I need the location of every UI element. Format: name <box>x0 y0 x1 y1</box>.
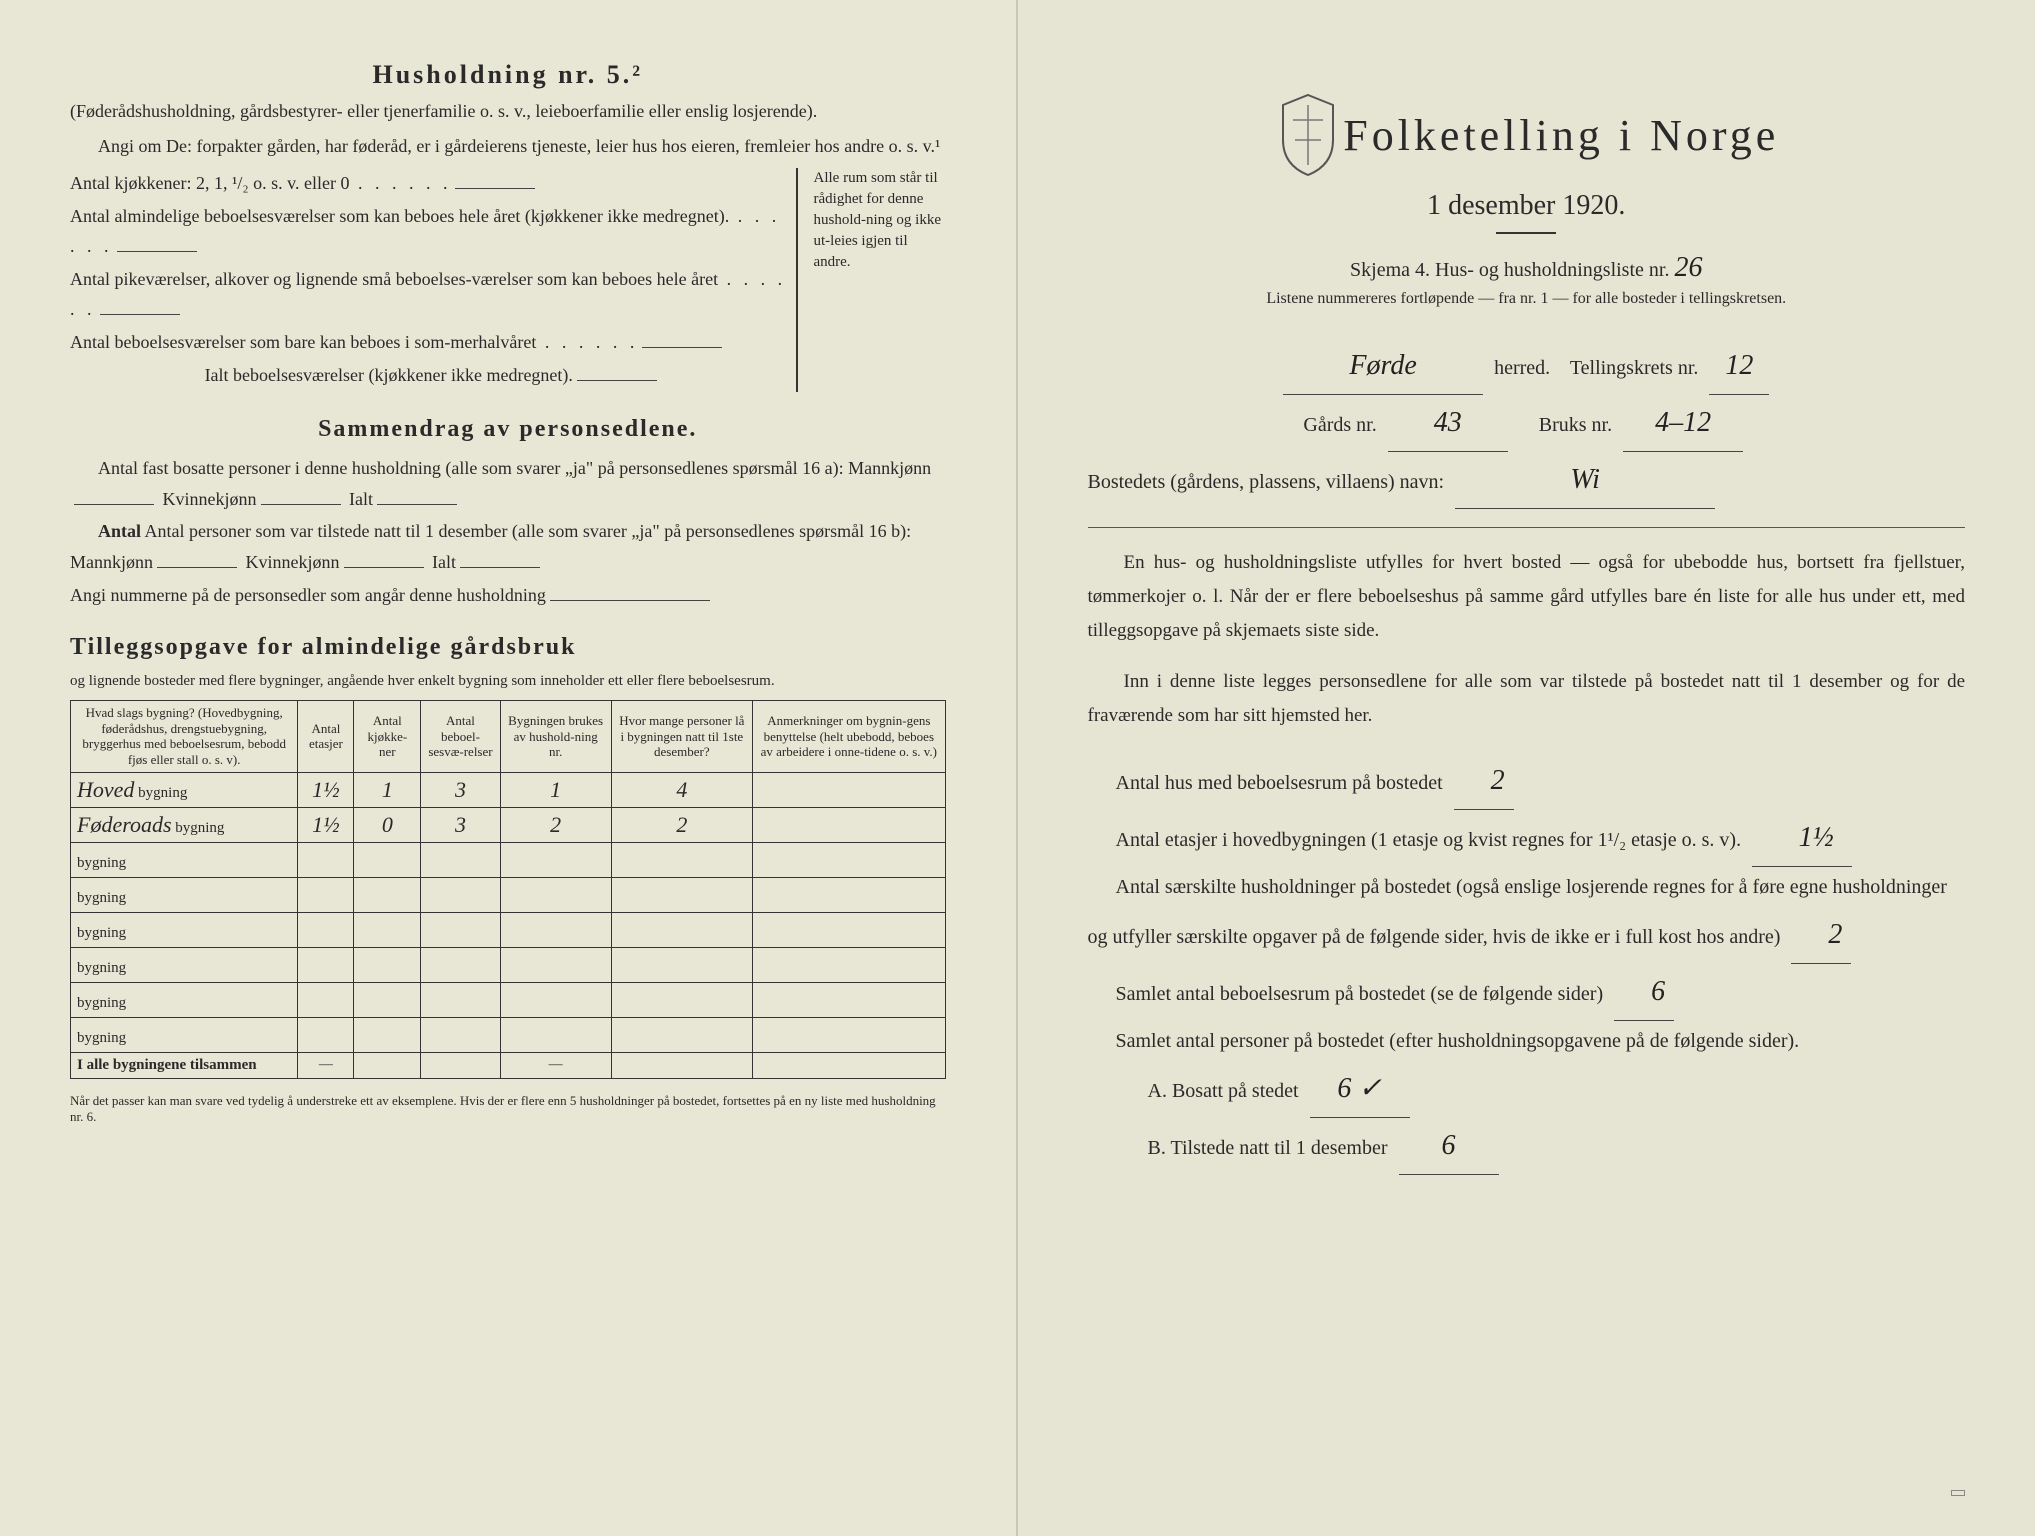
table-row: bygning <box>71 877 946 912</box>
total-dash2: — <box>500 1052 611 1078</box>
sammendrag-head: Sammendrag av personsedlene. <box>70 416 946 443</box>
table-total-row: I alle bygningene tilsammen — — <box>71 1052 946 1078</box>
bruks-value: 4–12 <box>1623 395 1743 452</box>
sammendrag-line-3: Angi nummerne på de personsedler som ang… <box>70 580 946 611</box>
main-title: Folketelling i Norge <box>1343 110 1779 161</box>
intro-angi: Angi om De: forpakter gården, har føderå… <box>70 133 946 160</box>
table-row: bygning <box>71 947 946 982</box>
th-etasjer: Antal etasjer <box>298 701 354 772</box>
qA-line: A. Bosatt på stedet 6 ✓ <box>1088 1061 1966 1118</box>
title-divider <box>1496 232 1556 234</box>
line-sommer: Antal beboelsesværelser som bare kan beb… <box>70 327 796 358</box>
printer-stamp <box>1951 1490 1965 1496</box>
sammendrag-line-2: Antal Antal personer som var tilstede na… <box>70 516 946 577</box>
coat-of-arms-icon <box>1273 90 1343 180</box>
q4-value: 6 <box>1614 964 1674 1021</box>
skjema-nr-value: 26 <box>1674 252 1702 283</box>
intro-paren: (Føderådshusholdning, gårdsbestyrer- ell… <box>70 98 946 125</box>
husholdning-heading: Husholdning nr. 5.² <box>70 60 946 90</box>
gards-line: Gårds nr. 43 Bruks nr. 4–12 <box>1088 395 1966 452</box>
q5-line: Samlet antal personer på bostedet (efter… <box>1088 1021 1966 1061</box>
left-footnote: Når det passer kan man svare ved tydelig… <box>70 1093 946 1127</box>
table-header-row: Hvad slags bygning? (Hovedbygning, føder… <box>71 701 946 772</box>
qB-value: 6 <box>1399 1118 1499 1175</box>
q3-value: 2 <box>1791 907 1851 964</box>
table-row: bygning <box>71 982 946 1017</box>
para1: En hus- og husholdningsliste utfylles fo… <box>1088 546 1966 649</box>
th-anm: Anmerkninger om bygnin-gens benyttelse (… <box>753 701 945 772</box>
left-page: Husholdning nr. 5.² (Føderådshusholdning… <box>0 0 1018 1536</box>
sammendrag-line-1: Antal fast bosatte personer i denne hush… <box>70 453 946 514</box>
line-alm-beboelse: Antal almindelige beboelsesværelser som … <box>70 201 796 262</box>
skjema-line: Skjema 4. Hus- og husholdningsliste nr. … <box>1088 252 1966 284</box>
th-personer: Hvor mange personer lå i bygningen natt … <box>611 701 753 772</box>
table-row: bygning <box>71 912 946 947</box>
th-hushold: Bygningen brukes av hushold-ning nr. <box>500 701 611 772</box>
tillegg-head: Tilleggsopgave for almindelige gårdsbruk <box>70 634 946 661</box>
brace-block: Antal kjøkkener: 2, 1, ¹/₂ o. s. v. elle… <box>70 168 946 392</box>
q1-value: 2 <box>1454 753 1514 810</box>
herred-line: Førde herred. Tellingskrets nr. 12 <box>1088 338 1966 395</box>
table-row: bygning <box>71 1017 946 1052</box>
qB-line: B. Tilstede natt til 1 desember 6 <box>1088 1118 1966 1175</box>
q2-line: Antal etasjer i hovedbygningen (1 etasje… <box>1088 810 1966 867</box>
qA-value: 6 ✓ <box>1310 1061 1410 1118</box>
sublisting: Listene nummereres fortløpende — fra nr.… <box>1088 290 1966 308</box>
th-bygning: Hvad slags bygning? (Hovedbygning, føder… <box>71 701 298 772</box>
buildings-table: Hvad slags bygning? (Hovedbygning, føder… <box>70 700 946 1078</box>
tillegg-sub: og lignende bosteder med flere bygninger… <box>70 671 946 692</box>
total-dash: — <box>298 1052 354 1078</box>
q3-line: Antal særskilte husholdninger på bostede… <box>1088 867 1966 964</box>
th-kjokken: Antal kjøkke-ner <box>354 701 421 772</box>
q4-line: Samlet antal beboelsesrum på bostedet (s… <box>1088 964 1966 1021</box>
q1-line: Antal hus med beboelsesrum på bostedet 2 <box>1088 753 1966 810</box>
table-row: Hoved bygning1½1314 <box>71 772 946 807</box>
table-row: bygning <box>71 842 946 877</box>
q2-value: 1½ <box>1752 810 1852 867</box>
total-label: I alle bygningene tilsammen <box>71 1052 298 1078</box>
line-ialt: Ialt beboelsesværelser (kjøkkener ikke m… <box>70 360 796 391</box>
gards-value: 43 <box>1388 395 1508 452</box>
table-row: Føderoads bygning1½0322 <box>71 807 946 842</box>
bosted-line: Bostedets (gårdens, plassens, villaens) … <box>1088 452 1966 509</box>
para2: Inn i denne liste legges personsedlene f… <box>1088 665 1966 733</box>
herred-value: Førde <box>1283 338 1483 395</box>
th-beboelse: Antal beboel-sesvæ-relser <box>421 701 501 772</box>
tellingskrets-value: 12 <box>1709 338 1769 395</box>
brace-note: Alle rum som står til rådighet for denne… <box>796 168 946 392</box>
right-page: Folketelling i Norge 1 desember 1920. Sk… <box>1018 0 2035 1536</box>
bosted-value: Wi <box>1455 452 1715 509</box>
line-pikevaerelser: Antal pikeværelser, alkover og lignende … <box>70 264 796 325</box>
date-line: 1 desember 1920. <box>1088 190 1966 222</box>
line-kjokkener: Antal kjøkkener: 2, 1, ¹/₂ o. s. v. elle… <box>70 168 796 199</box>
title-block: Folketelling i Norge <box>1088 90 1966 180</box>
